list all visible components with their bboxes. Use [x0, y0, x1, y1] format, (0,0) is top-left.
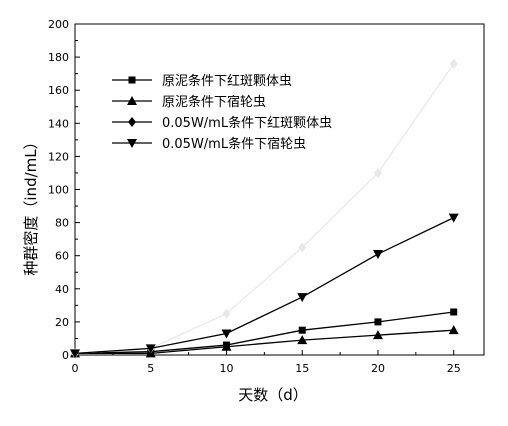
y-tick-label: 200 [48, 18, 69, 31]
data-point [372, 250, 383, 260]
x-tick-label: 25 [447, 362, 461, 375]
data-point [221, 329, 232, 339]
y-tick-label: 60 [55, 250, 69, 263]
y-tick-label: 180 [48, 51, 69, 64]
data-point [145, 344, 156, 354]
data-point [298, 242, 307, 253]
y-tick-label: 140 [48, 117, 69, 130]
x-tick-label: 10 [219, 362, 233, 375]
legend-marker [127, 139, 137, 148]
data-point [297, 293, 308, 303]
series-layer [70, 58, 459, 359]
data-point [374, 318, 382, 326]
x-axis-title: 天数（d） [238, 386, 308, 404]
y-axis-title: 种群密度（ind/mL） [22, 134, 40, 275]
y-tick-label: 80 [55, 217, 69, 230]
legend-label: 0.05W/mL条件下红斑颗体虫 [162, 115, 332, 131]
legend-label: 原泥条件下红斑颗体虫 [162, 73, 292, 89]
data-point [298, 326, 306, 334]
legend-label: 原泥条件下宿轮虫 [162, 94, 266, 110]
legend-entry-3: 0.05W/mL条件下宿轮虫 [112, 136, 306, 152]
legend-entry-1: 原泥条件下宿轮虫 [112, 94, 266, 110]
series-line [74, 217, 454, 354]
series-line [75, 329, 454, 354]
data-point [448, 325, 459, 335]
x-tick-label: 15 [295, 362, 309, 375]
y-tick-label: 0 [62, 349, 69, 362]
legend-marker [128, 117, 136, 127]
series-3 [70, 213, 459, 359]
x-tick-label: 0 [72, 362, 79, 375]
data-point [450, 308, 458, 316]
series-line [74, 311, 454, 354]
legend-entry-2: 0.05W/mL条件下红斑颗体虫 [112, 115, 332, 131]
y-tick-label: 120 [48, 150, 69, 163]
data-point [297, 335, 308, 345]
y-tick-label: 20 [55, 316, 69, 329]
data-point [222, 308, 231, 319]
data-point [449, 58, 458, 69]
axes: 0 5 10 15 20 25 0 20 40 60 80 100 120 140 160 180 200 [48, 18, 485, 375]
legend-marker [128, 76, 136, 84]
x-tick-label: 20 [371, 362, 385, 375]
y-tick-label: 160 [48, 84, 69, 97]
data-point [221, 341, 232, 351]
y-tick-label: 40 [55, 283, 69, 296]
data-point [372, 330, 383, 340]
data-point [448, 213, 459, 223]
data-point [373, 167, 382, 178]
x-tick-label: 5 [147, 362, 154, 375]
legend-marker [127, 96, 137, 105]
legend-entry-0: 原泥条件下红斑颗体虫 [112, 73, 292, 89]
y-tick-label: 100 [48, 184, 69, 197]
legend-label: 0.05W/mL条件下宿轮虫 [162, 136, 306, 152]
data-point [70, 349, 80, 359]
